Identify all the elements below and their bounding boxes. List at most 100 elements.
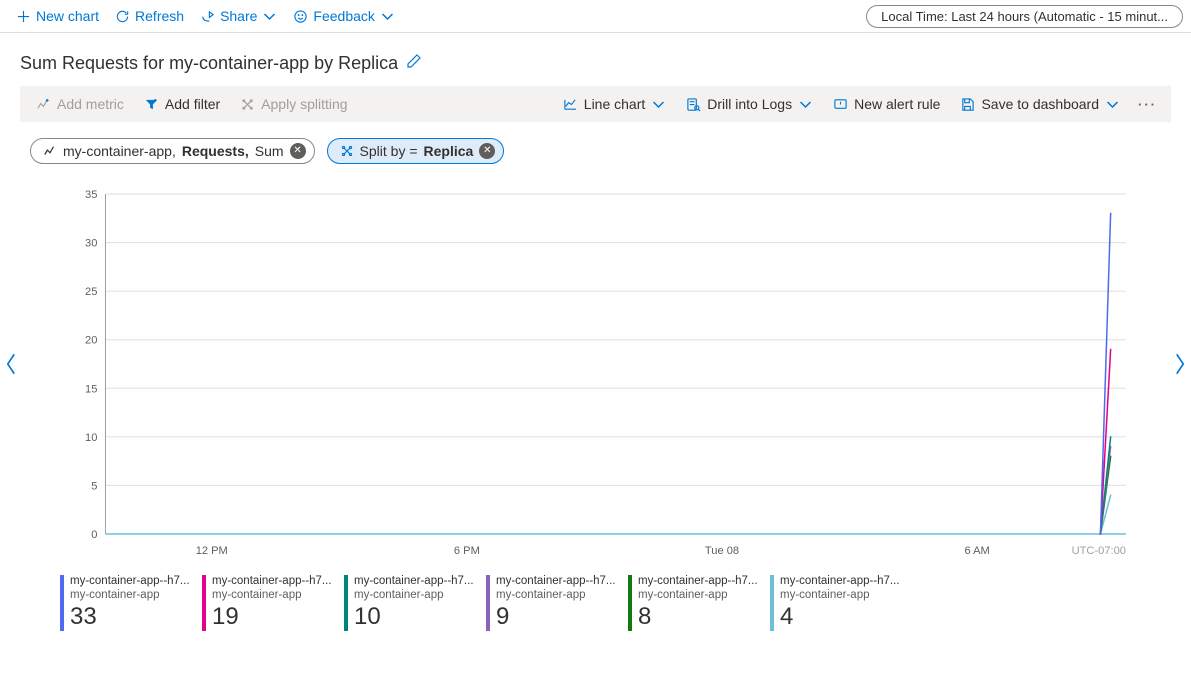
svg-text:35: 35 [85, 189, 97, 201]
apply-splitting-button[interactable]: Apply splitting [232, 92, 355, 116]
prev-chart-button[interactable] [4, 351, 18, 380]
metric-pill-resource: my-container-app, [63, 143, 176, 159]
feedback-label: Feedback [313, 8, 374, 24]
refresh-icon [115, 9, 130, 24]
legend-series-sub: my-container-app [212, 589, 332, 603]
svg-text:6 AM: 6 AM [964, 545, 989, 557]
new-alert-label: New alert rule [854, 96, 940, 112]
refresh-label: Refresh [135, 8, 184, 24]
add-filter-button[interactable]: Add filter [136, 92, 228, 116]
remove-split-icon[interactable]: ✕ [479, 143, 495, 159]
legend-swatch [628, 575, 632, 631]
metric-icon [36, 97, 51, 112]
save-dashboard-label: Save to dashboard [981, 96, 1099, 112]
remove-metric-icon[interactable]: ✕ [290, 143, 306, 159]
add-metric-button[interactable]: Add metric [28, 92, 132, 116]
svg-text:0: 0 [91, 529, 97, 541]
legend-series-sub: my-container-app [70, 589, 190, 603]
chevron-down-icon [651, 97, 666, 112]
chevron-down-icon [1105, 97, 1120, 112]
chart-container: 0510152025303512 PM6 PMTue 086 AMUTC-07:… [0, 174, 1191, 567]
legend-swatch [344, 575, 348, 631]
legend-series-name: my-container-app--h7... [354, 575, 474, 589]
next-chart-button[interactable] [1173, 351, 1187, 380]
chart-title-row: Sum Requests for my-container-app by Rep… [0, 33, 1191, 86]
legend-item[interactable]: my-container-app--h7...my-container-app9 [486, 575, 626, 631]
save-dashboard-button[interactable]: Save to dashboard [952, 92, 1128, 116]
drill-logs-button[interactable]: Drill into Logs [678, 92, 821, 116]
legend-item[interactable]: my-container-app--h7...my-container-app3… [60, 575, 200, 631]
legend-row: my-container-app--h7...my-container-app3… [0, 567, 1191, 645]
chevron-down-icon [380, 9, 395, 24]
more-button[interactable]: ··· [1132, 97, 1163, 112]
new-alert-button[interactable]: New alert rule [825, 92, 948, 116]
line-chart-icon [563, 97, 578, 112]
new-chart-button[interactable]: New chart [8, 4, 107, 28]
legend-text: my-container-app--h7...my-container-app3… [70, 575, 190, 631]
legend-series-value: 8 [638, 603, 758, 632]
metric-pills-row: my-container-app, Requests, Sum ✕ Split … [0, 122, 1191, 174]
legend-series-sub: my-container-app [354, 589, 474, 603]
legend-series-sub: my-container-app [780, 589, 900, 603]
legend-text: my-container-app--h7...my-container-app1… [212, 575, 332, 631]
legend-text: my-container-app--h7...my-container-app8 [638, 575, 758, 631]
new-chart-label: New chart [36, 8, 99, 24]
chart-toolbar: Add metric Add filter Apply splitting Li… [20, 86, 1171, 122]
legend-series-name: my-container-app--h7... [780, 575, 900, 589]
svg-text:15: 15 [85, 383, 97, 395]
legend-item[interactable]: my-container-app--h7...my-container-app4 [770, 575, 910, 631]
chevron-down-icon [262, 9, 277, 24]
legend-series-value: 10 [354, 603, 474, 632]
chart-type-label: Line chart [584, 96, 645, 112]
chevron-down-icon [798, 97, 813, 112]
time-range-pill[interactable]: Local Time: Last 24 hours (Automatic - 1… [866, 5, 1183, 28]
apply-splitting-label: Apply splitting [261, 96, 347, 112]
legend-item[interactable]: my-container-app--h7...my-container-app8 [628, 575, 768, 631]
svg-text:Tue 08: Tue 08 [705, 545, 739, 557]
legend-item[interactable]: my-container-app--h7...my-container-app1… [202, 575, 342, 631]
legend-text: my-container-app--h7...my-container-app9 [496, 575, 616, 631]
alert-icon [833, 97, 848, 112]
chart-area: 0510152025303512 PM6 PMTue 086 AMUTC-07:… [60, 184, 1131, 567]
metric-pill-metric: Requests, [182, 143, 249, 159]
legend-series-value: 4 [780, 603, 900, 632]
top-command-bar: New chart Refresh Share Feedback Local T… [0, 0, 1191, 33]
chevron-right-icon [1173, 351, 1187, 377]
smiley-icon [293, 9, 308, 24]
legend-text: my-container-app--h7...my-container-app4 [780, 575, 900, 631]
legend-item[interactable]: my-container-app--h7...my-container-app1… [344, 575, 484, 631]
chart-type-button[interactable]: Line chart [555, 92, 674, 116]
legend-series-value: 33 [70, 603, 190, 632]
svg-text:UTC-07:00: UTC-07:00 [1072, 545, 1126, 557]
share-button[interactable]: Share [192, 4, 285, 28]
drill-logs-label: Drill into Logs [707, 96, 792, 112]
filter-icon [144, 97, 159, 112]
metric-pill[interactable]: my-container-app, Requests, Sum ✕ [30, 138, 315, 164]
legend-series-sub: my-container-app [638, 589, 758, 603]
share-icon [200, 9, 215, 24]
legend-series-name: my-container-app--h7... [496, 575, 616, 589]
split-pill-prefix: Split by = [360, 143, 418, 159]
svg-text:12 PM: 12 PM [196, 545, 228, 557]
legend-series-name: my-container-app--h7... [212, 575, 332, 589]
line-chart: 0510152025303512 PM6 PMTue 086 AMUTC-07:… [60, 184, 1131, 564]
share-label: Share [220, 8, 257, 24]
legend-swatch [60, 575, 64, 631]
split-pill-value: Replica [424, 143, 474, 159]
edit-title-button[interactable] [406, 53, 422, 74]
legend-swatch [770, 575, 774, 631]
add-metric-label: Add metric [57, 96, 124, 112]
split-pill-icon [340, 144, 354, 158]
plus-icon [16, 9, 31, 24]
legend-series-value: 19 [212, 603, 332, 632]
feedback-button[interactable]: Feedback [285, 4, 402, 28]
metric-pill-agg: Sum [255, 143, 284, 159]
legend-text: my-container-app--h7...my-container-app1… [354, 575, 474, 631]
split-pill[interactable]: Split by = Replica ✕ [327, 138, 505, 164]
refresh-button[interactable]: Refresh [107, 4, 192, 28]
svg-text:10: 10 [85, 432, 97, 444]
svg-text:5: 5 [91, 480, 97, 492]
add-filter-label: Add filter [165, 96, 220, 112]
legend-series-value: 9 [496, 603, 616, 632]
legend-series-sub: my-container-app [496, 589, 616, 603]
